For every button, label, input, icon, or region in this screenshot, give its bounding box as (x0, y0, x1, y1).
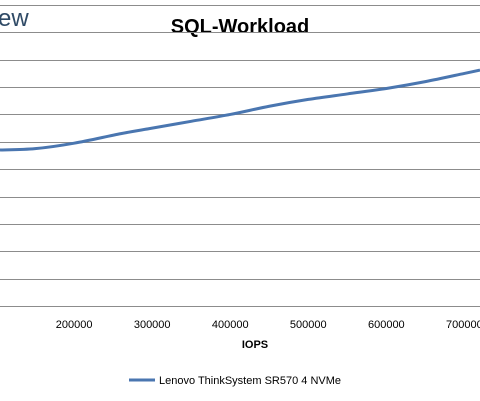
x-tick-label: 500000 (290, 319, 327, 331)
grid-lines (0, 5, 480, 307)
chart-title: SQL-Workload (171, 16, 310, 38)
x-tick-label: 300000 (134, 319, 171, 331)
legend-label-series-1: Lenovo ThinkSystem SR570 4 NVMe (159, 375, 341, 387)
legend: Lenovo ThinkSystem SR570 4 NVMe (129, 375, 341, 387)
x-tick-label: 400000 (212, 319, 249, 331)
series-line-1 (0, 68, 480, 152)
series-lines (0, 68, 480, 152)
x-tick-labels: 200000 300000 400000 500000 600000 700000 (56, 319, 480, 331)
x-tick-label: 200000 (56, 319, 93, 331)
x-tick-label: 700000 (446, 319, 480, 331)
logo-text: ew (0, 5, 29, 32)
x-tick-label: 600000 (368, 319, 405, 331)
x-axis-label: IOPS (242, 339, 268, 351)
